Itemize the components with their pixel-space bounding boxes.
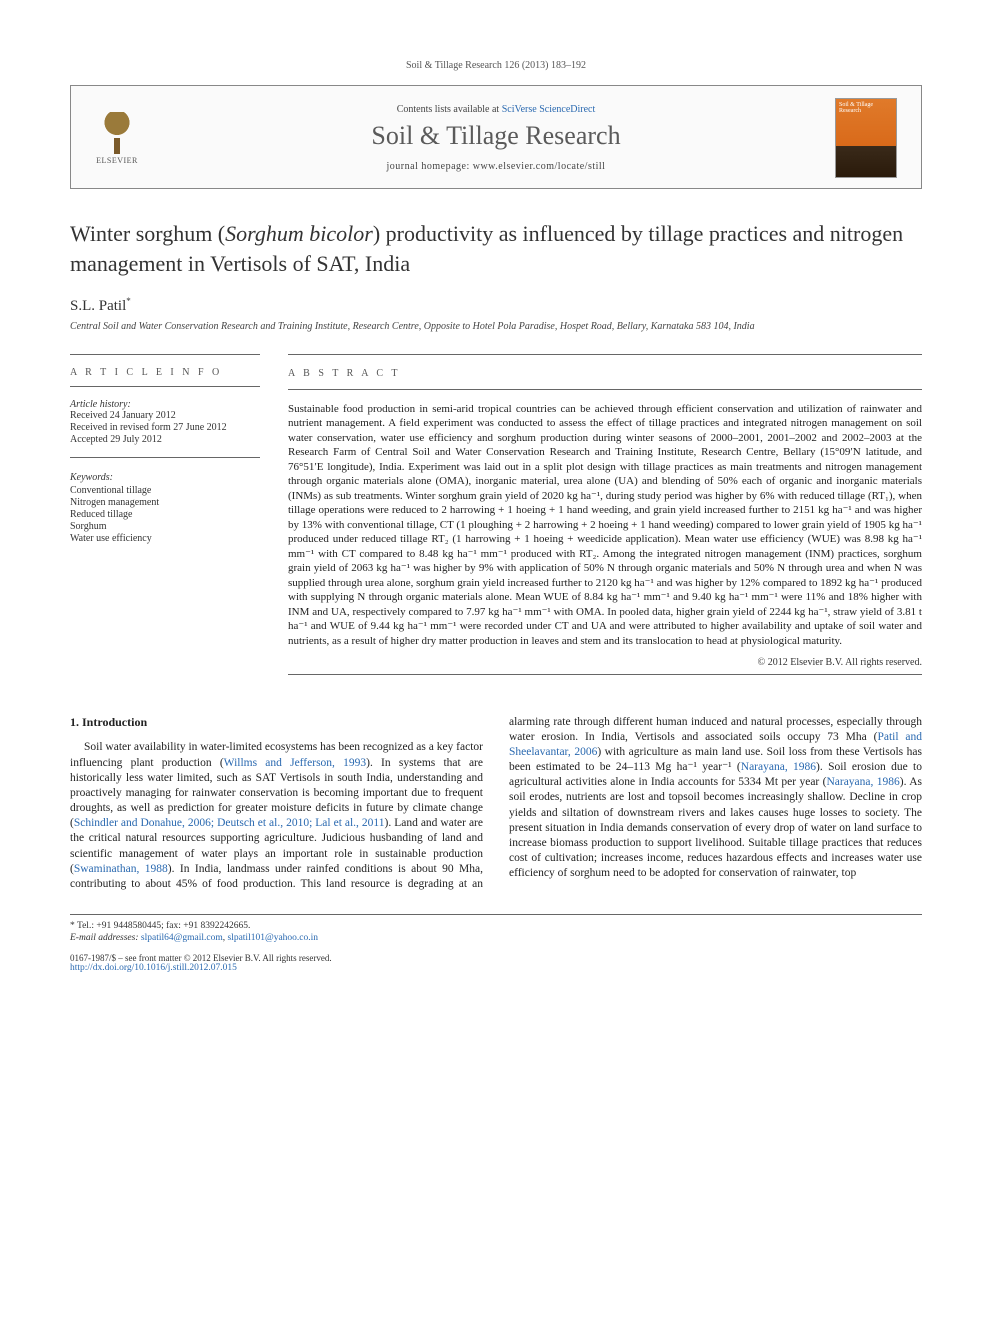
author-email-link[interactable]: slpatil101@yahoo.co.in xyxy=(227,933,318,943)
journal-name: Soil & Tillage Research xyxy=(171,121,821,151)
history-received: Received 24 January 2012 xyxy=(70,410,260,421)
footer-left: * Tel.: +91 9448580445; fax: +91 8392242… xyxy=(70,921,483,973)
elsevier-logo: ELSEVIER xyxy=(87,108,147,168)
footer-right xyxy=(509,921,922,973)
keyword: Water use efficiency xyxy=(70,533,260,544)
intro-paragraph: Soil water availability in water-limited… xyxy=(70,715,922,893)
article-info-head: A R T I C L E I N F O xyxy=(70,367,260,378)
corresponding-mark: * xyxy=(126,296,131,306)
homepage-url[interactable]: www.elsevier.com/locate/still xyxy=(473,161,606,172)
rule xyxy=(288,354,922,355)
abstract-col: A B S T R A C T Sustainable food product… xyxy=(288,350,922,686)
corresponding-author-contact: * Tel.: +91 9448580445; fax: +91 8392242… xyxy=(70,921,483,931)
info-abstract-grid: A R T I C L E I N F O Article history: R… xyxy=(70,350,922,686)
author-name: S.L. Patil* xyxy=(70,298,131,314)
citation-link[interactable]: Schindler and Donahue, 2006; Deutsch et … xyxy=(74,817,385,829)
text: ). As soil erodes, nutrients are lost an… xyxy=(509,776,922,879)
citation-link[interactable]: Narayana, 1986 xyxy=(826,776,899,788)
cover-thumb-text: Soil & Tillage Research xyxy=(839,102,893,114)
page-footer: * Tel.: +91 9448580445; fax: +91 8392242… xyxy=(70,914,922,973)
keyword: Reduced tillage xyxy=(70,509,260,520)
masthead-center: Contents lists available at SciVerse Sci… xyxy=(171,104,821,172)
page-root: Soil & Tillage Research 126 (2013) 183–1… xyxy=(0,0,992,1013)
citation-link[interactable]: Willms and Jefferson, 1993 xyxy=(224,757,366,769)
keywords-head: Keywords: xyxy=(70,472,260,483)
sciencedirect-link[interactable]: SciVerse ScienceDirect xyxy=(502,104,596,115)
title-species: Sorghum bicolor xyxy=(225,221,373,246)
author-name-text: S.L. Patil xyxy=(70,298,126,314)
history-revised: Received in revised form 27 June 2012 xyxy=(70,422,260,433)
body-text: 1. Introduction Soil water availability … xyxy=(70,715,922,893)
contents-prefix: Contents lists available at xyxy=(397,104,502,115)
citation-link[interactable]: 1988 xyxy=(145,863,168,875)
article-title: Winter sorghum (Sorghum bicolor) product… xyxy=(70,219,922,278)
journal-cover-thumb: Soil & Tillage Research xyxy=(835,98,897,178)
article-info-col: A R T I C L E I N F O Article history: R… xyxy=(70,350,260,686)
front-matter-copyright: 0167-1987/$ – see front matter © 2012 El… xyxy=(70,953,483,963)
citation-link[interactable]: Narayana, 1986 xyxy=(741,761,816,773)
citation-link[interactable]: Swaminathan, xyxy=(74,863,145,875)
history-accepted: Accepted 29 July 2012 xyxy=(70,434,260,445)
keyword: Sorghum xyxy=(70,521,260,532)
journal-homepage-line: journal homepage: www.elsevier.com/locat… xyxy=(171,161,821,172)
abstract-text: Sustainable food production in semi-arid… xyxy=(288,402,922,649)
contents-available-line: Contents lists available at SciVerse Sci… xyxy=(171,104,821,115)
rule xyxy=(70,386,260,387)
rule xyxy=(70,457,260,458)
email-label: E-mail addresses: xyxy=(70,933,139,943)
doi-prefix[interactable]: http://dx.doi.org/ xyxy=(70,963,134,973)
history-head: Article history: xyxy=(70,399,260,410)
rule xyxy=(288,674,922,675)
author-affiliation: Central Soil and Water Conservation Rese… xyxy=(70,321,922,332)
doi-line: http://dx.doi.org/10.1016/j.still.2012.0… xyxy=(70,963,483,973)
author-email-link[interactable]: slpatil64@gmail.com xyxy=(141,933,223,943)
abstract-head: A B S T R A C T xyxy=(288,367,922,380)
running-header: Soil & Tillage Research 126 (2013) 183–1… xyxy=(70,60,922,71)
email-line: E-mail addresses: slpatil64@gmail.com, s… xyxy=(70,933,483,943)
title-pre: Winter sorghum ( xyxy=(70,221,225,246)
keyword: Conventional tillage xyxy=(70,485,260,496)
doi-value[interactable]: 10.1016/j.still.2012.07.015 xyxy=(134,963,237,973)
rule xyxy=(70,354,260,355)
rule xyxy=(288,389,922,390)
elsevier-wordmark: ELSEVIER xyxy=(96,156,138,165)
elsevier-tree-icon xyxy=(93,112,141,154)
journal-masthead: ELSEVIER Contents lists available at Sci… xyxy=(70,85,922,189)
keyword: Nitrogen management xyxy=(70,497,260,508)
homepage-prefix: journal homepage: xyxy=(387,161,473,172)
author-block: S.L. Patil* xyxy=(70,296,922,315)
abstract-copyright: © 2012 Elsevier B.V. All rights reserved… xyxy=(288,656,922,669)
intro-heading: 1. Introduction xyxy=(70,715,483,731)
